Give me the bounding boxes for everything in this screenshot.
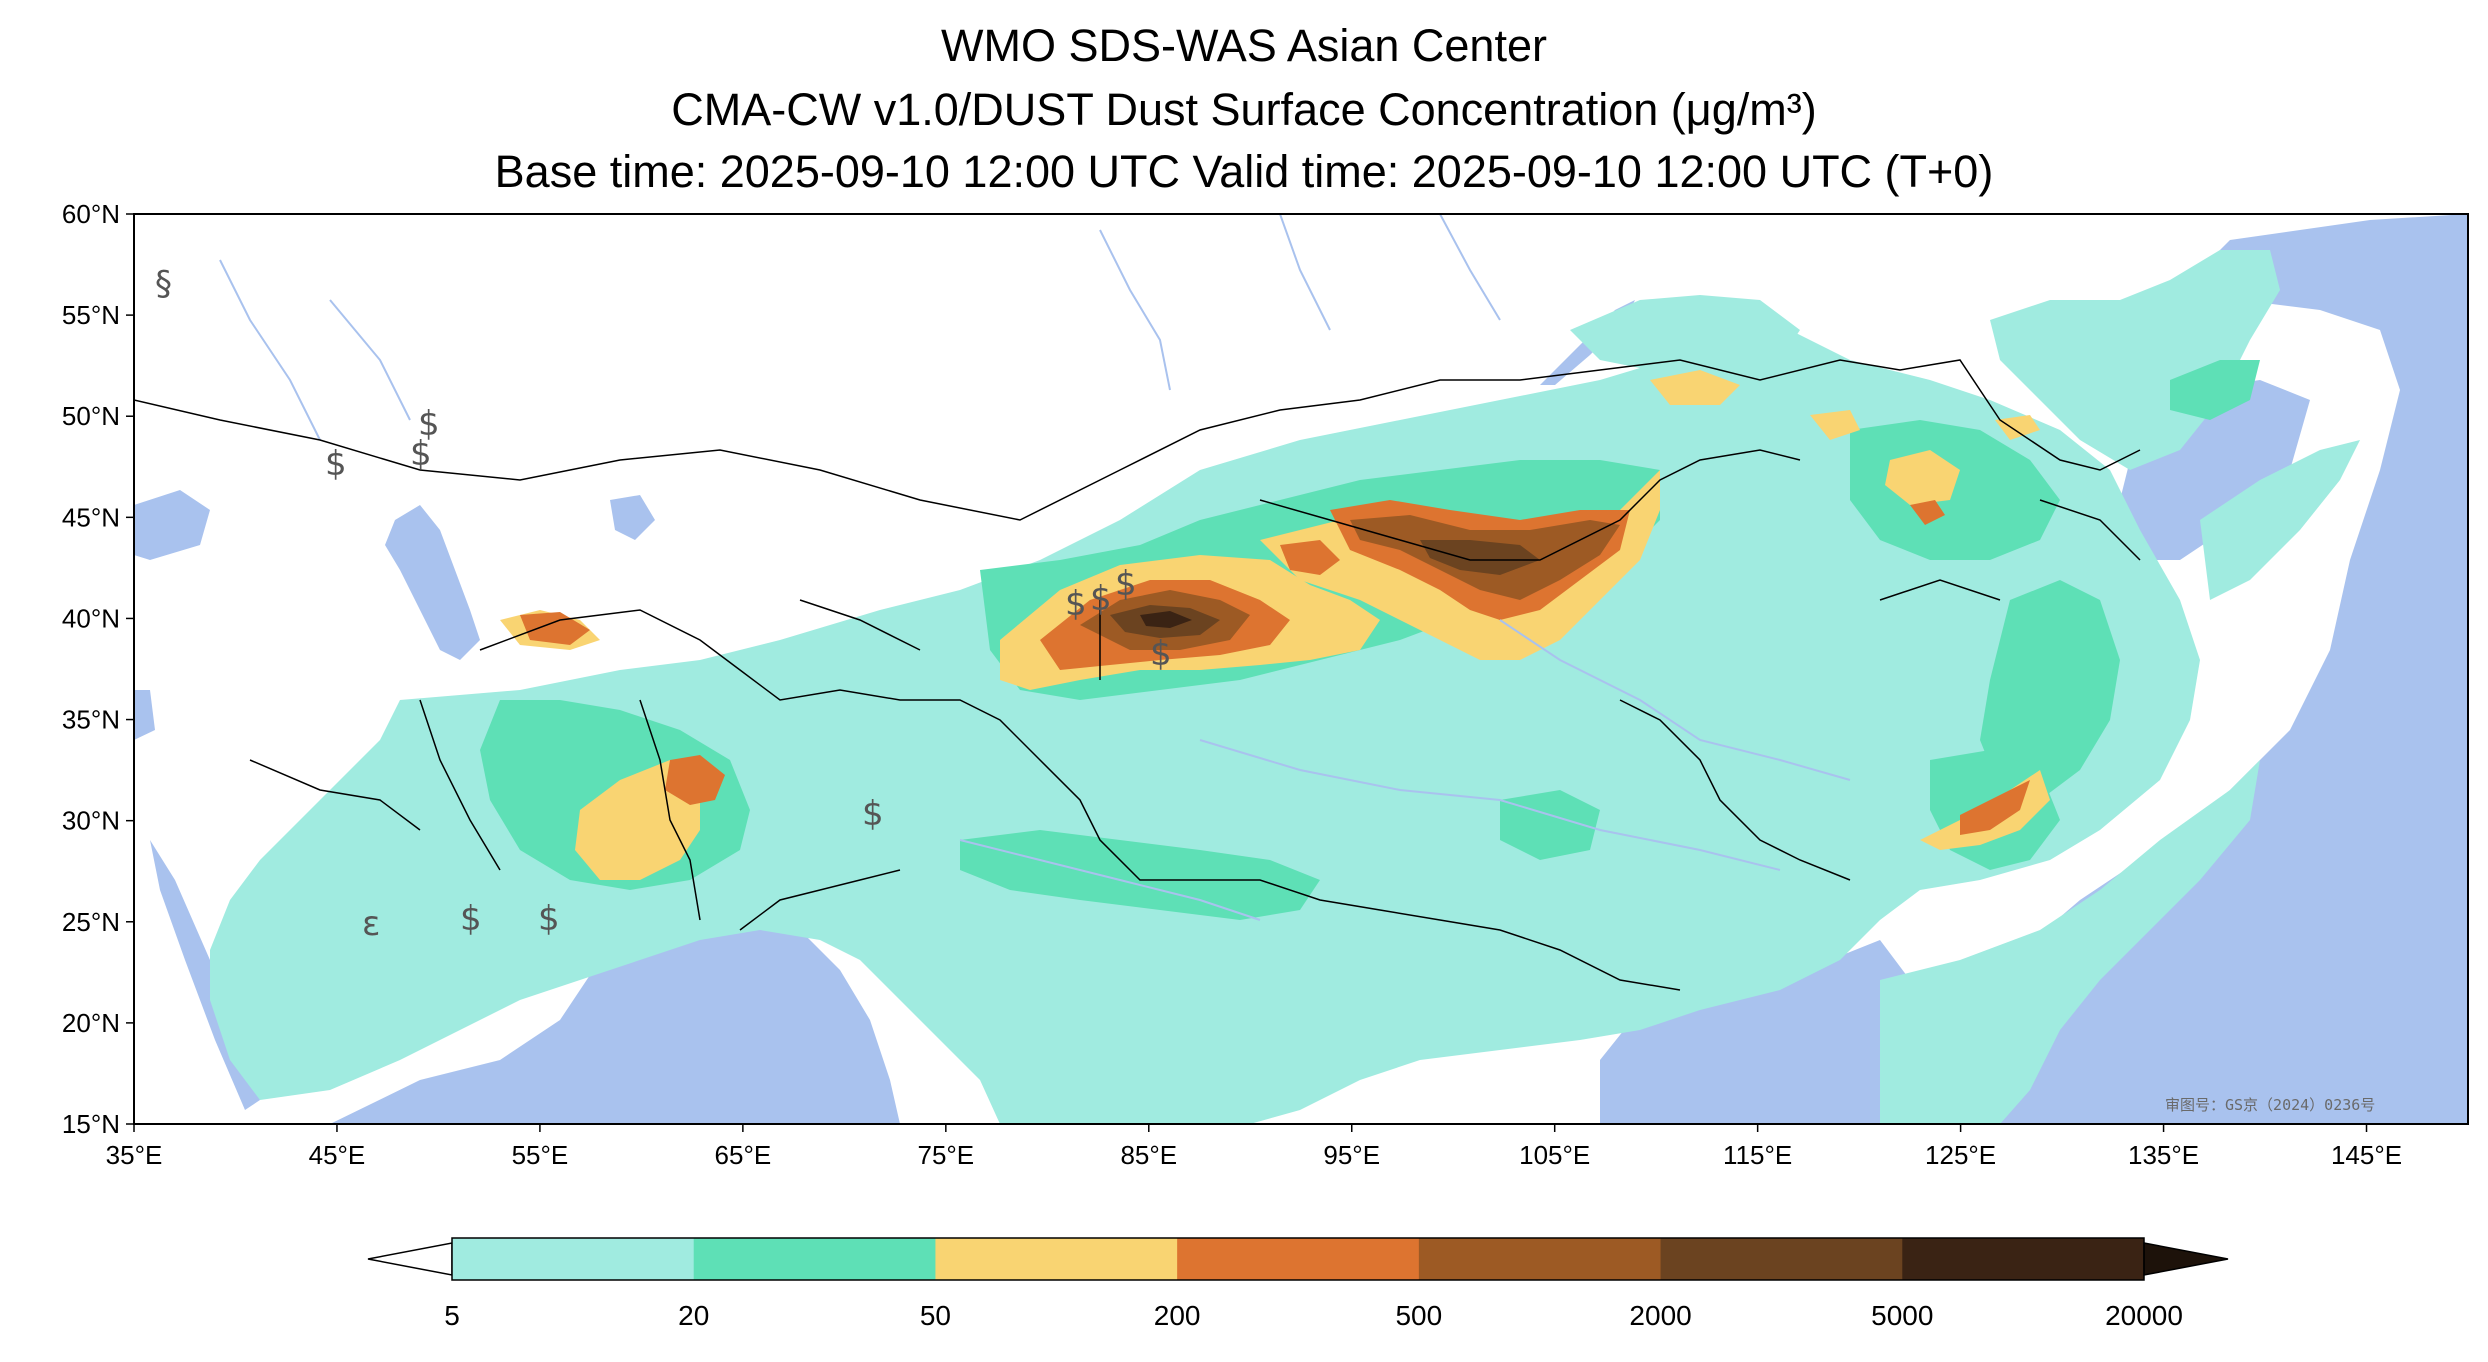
title-line-3: Base time: 2025-09-10 12:00 UTC Valid ti… bbox=[494, 146, 1994, 197]
lat-tick-label: 20°N bbox=[62, 1008, 120, 1038]
south-china-sea bbox=[1600, 940, 1920, 1124]
colorbar: 5 20 50 200 500 2000 5000 20000 bbox=[367, 1237, 2229, 1331]
colorbar-label: 5000 bbox=[1871, 1300, 1933, 1331]
colorbar-label: 20 bbox=[678, 1300, 709, 1331]
lon-tick-label: 95°E bbox=[1323, 1140, 1380, 1170]
colorbar-swatch bbox=[1177, 1238, 1420, 1280]
map-symbol: § bbox=[155, 264, 172, 304]
colorbar-label: 50 bbox=[920, 1300, 951, 1331]
colorbar-extend-min bbox=[367, 1242, 453, 1276]
lon-tick-label: 55°E bbox=[512, 1140, 569, 1170]
map-symbol: $ bbox=[410, 434, 432, 474]
lon-tick-label: 105°E bbox=[1519, 1140, 1590, 1170]
colorbar-label: 5 bbox=[444, 1300, 460, 1331]
lat-tick-label: 30°N bbox=[62, 806, 120, 836]
colorbar-swatch bbox=[693, 1238, 936, 1280]
colorbar-extend-max bbox=[2143, 1242, 2229, 1276]
colorbar-label: 20000 bbox=[2105, 1300, 2183, 1331]
terrain-symbols: § $ $ $ $ $ $ $ $ ε $ $ bbox=[155, 264, 1172, 944]
title-line-1: WMO SDS-WAS Asian Center bbox=[941, 20, 1547, 71]
colorbar-swatch bbox=[935, 1238, 1178, 1280]
lon-tick-label: 115°E bbox=[1723, 1140, 1792, 1170]
colorbar-swatch bbox=[1660, 1238, 1903, 1280]
colorbar-boxes bbox=[452, 1238, 2145, 1280]
arabian-sea bbox=[330, 910, 900, 1124]
aral-sea bbox=[610, 495, 655, 540]
dust-field-5000-20000 bbox=[1140, 611, 1192, 628]
rivers bbox=[219, 214, 1851, 921]
lat-tick-label: 25°N bbox=[62, 907, 120, 937]
lon-tick-label: 125°E bbox=[1925, 1140, 1996, 1170]
lat-tick-label: 55°N bbox=[62, 300, 120, 330]
colorbar-label: 2000 bbox=[1629, 1300, 1691, 1331]
colorbar-label: 500 bbox=[1395, 1300, 1442, 1331]
lon-tick-label: 45°E bbox=[309, 1140, 366, 1170]
map-symbol: $ bbox=[1150, 634, 1172, 674]
lat-tick-label: 45°N bbox=[62, 502, 120, 532]
mediterranean-sea bbox=[134, 690, 155, 740]
map-symbol: $ bbox=[538, 899, 560, 939]
latitude-axis: 15°N 20°N 25°N 30°N 35°N 40°N 45°N 50°N 55°N 60°N bbox=[62, 199, 134, 1139]
plot-frame bbox=[133, 213, 2469, 1125]
lon-tick-label: 135°E bbox=[2128, 1140, 2199, 1170]
lat-tick-label: 50°N bbox=[62, 401, 120, 431]
pacific-ocean bbox=[1900, 214, 2468, 1124]
title-line-2: CMA-CW v1.0/DUST Dust Surface Concentrat… bbox=[671, 84, 1817, 135]
lon-tick-label: 85°E bbox=[1120, 1140, 1177, 1170]
colorbar-swatch bbox=[1418, 1238, 1662, 1280]
map-symbol: $ bbox=[325, 444, 347, 484]
map-symbol: $ bbox=[1065, 584, 1087, 624]
lat-tick-label: 15°N bbox=[62, 1109, 120, 1139]
lat-tick-label: 40°N bbox=[62, 603, 120, 633]
black-sea bbox=[134, 490, 210, 560]
map-symbol: $ bbox=[460, 899, 482, 939]
lon-tick-label: 65°E bbox=[715, 1140, 772, 1170]
map-symbol: $ bbox=[418, 404, 440, 444]
map-symbol: $ bbox=[862, 794, 884, 834]
map-symbol: $ bbox=[1090, 579, 1112, 619]
colorbar-swatch bbox=[1902, 1238, 2145, 1280]
lon-tick-label: 145°E bbox=[2331, 1140, 2402, 1170]
lat-tick-label: 60°N bbox=[62, 199, 120, 229]
lon-tick-label: 35°E bbox=[106, 1140, 163, 1170]
map-layers: § $ $ $ $ $ $ $ $ ε $ $ 审图号：GS京（2024）023… bbox=[134, 214, 2468, 1124]
longitude-axis: 35°E 45°E 55°E 65°E 75°E 85°E 95°E 105°E 115°E 12… bbox=[106, 1124, 2402, 1170]
colorbar-label: 200 bbox=[1154, 1300, 1201, 1331]
country-borders bbox=[134, 359, 2141, 991]
colorbar-swatch bbox=[452, 1238, 695, 1280]
caspian-sea bbox=[385, 505, 480, 660]
lat-tick-label: 35°N bbox=[62, 705, 120, 735]
colorbar-frame bbox=[451, 1237, 2145, 1281]
lon-tick-label: 75°E bbox=[917, 1140, 974, 1170]
colorbar-labels: 5 20 50 200 500 2000 5000 20000 bbox=[444, 1300, 2183, 1331]
map-symbol: $ bbox=[1115, 564, 1137, 604]
map-symbol: ε bbox=[362, 904, 380, 944]
map-approval-number: 审图号：GS京（2024）0236号 bbox=[2165, 1096, 2375, 1114]
